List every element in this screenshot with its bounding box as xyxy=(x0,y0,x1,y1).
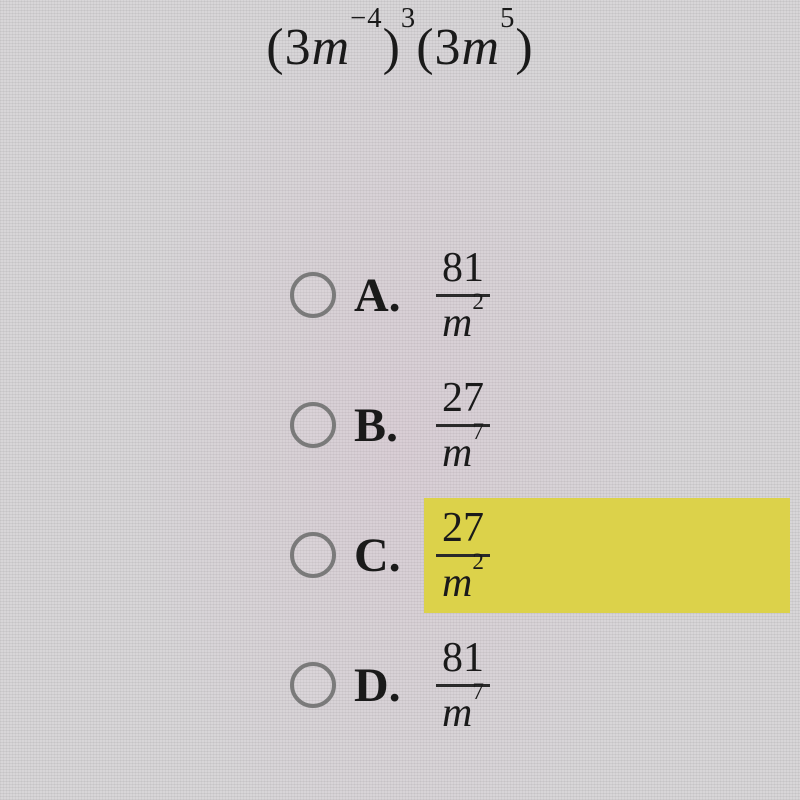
fraction-numerator: 81 xyxy=(436,634,490,684)
option-label: B. xyxy=(354,398,424,453)
radio-button[interactable] xyxy=(290,662,336,708)
radio-button[interactable] xyxy=(290,532,336,578)
fraction: 81m7 xyxy=(436,634,490,737)
options-list: A.81m2B.27m7C.27m2D.81m7 xyxy=(290,230,800,750)
option-row-B[interactable]: B.27m7 xyxy=(290,360,800,490)
radio-button[interactable] xyxy=(290,272,336,318)
option-row-A[interactable]: A.81m2 xyxy=(290,230,800,360)
option-answer: 27m2 xyxy=(424,498,790,613)
option-answer: 27m7 xyxy=(424,368,790,483)
fraction-denominator: m7 xyxy=(436,427,490,477)
fraction: 27m7 xyxy=(436,374,490,477)
fraction-denominator: m2 xyxy=(436,557,490,607)
option-row-D[interactable]: D.81m7 xyxy=(290,620,800,750)
fraction: 81m2 xyxy=(436,244,490,347)
fraction-denominator: m7 xyxy=(436,687,490,737)
fraction-denominator: m2 xyxy=(436,297,490,347)
radio-button[interactable] xyxy=(290,402,336,448)
option-answer: 81m2 xyxy=(424,238,790,353)
question-expression: (3m−4)3(3m5) xyxy=(0,18,800,77)
option-row-C[interactable]: C.27m2 xyxy=(290,490,800,620)
option-label: D. xyxy=(354,658,424,713)
fraction-numerator: 27 xyxy=(436,374,490,424)
option-label: A. xyxy=(354,268,424,323)
option-answer: 81m7 xyxy=(424,628,790,743)
fraction-numerator: 81 xyxy=(436,244,490,294)
fraction-numerator: 27 xyxy=(436,504,490,554)
option-label: C. xyxy=(354,528,424,583)
fraction: 27m2 xyxy=(436,504,490,607)
